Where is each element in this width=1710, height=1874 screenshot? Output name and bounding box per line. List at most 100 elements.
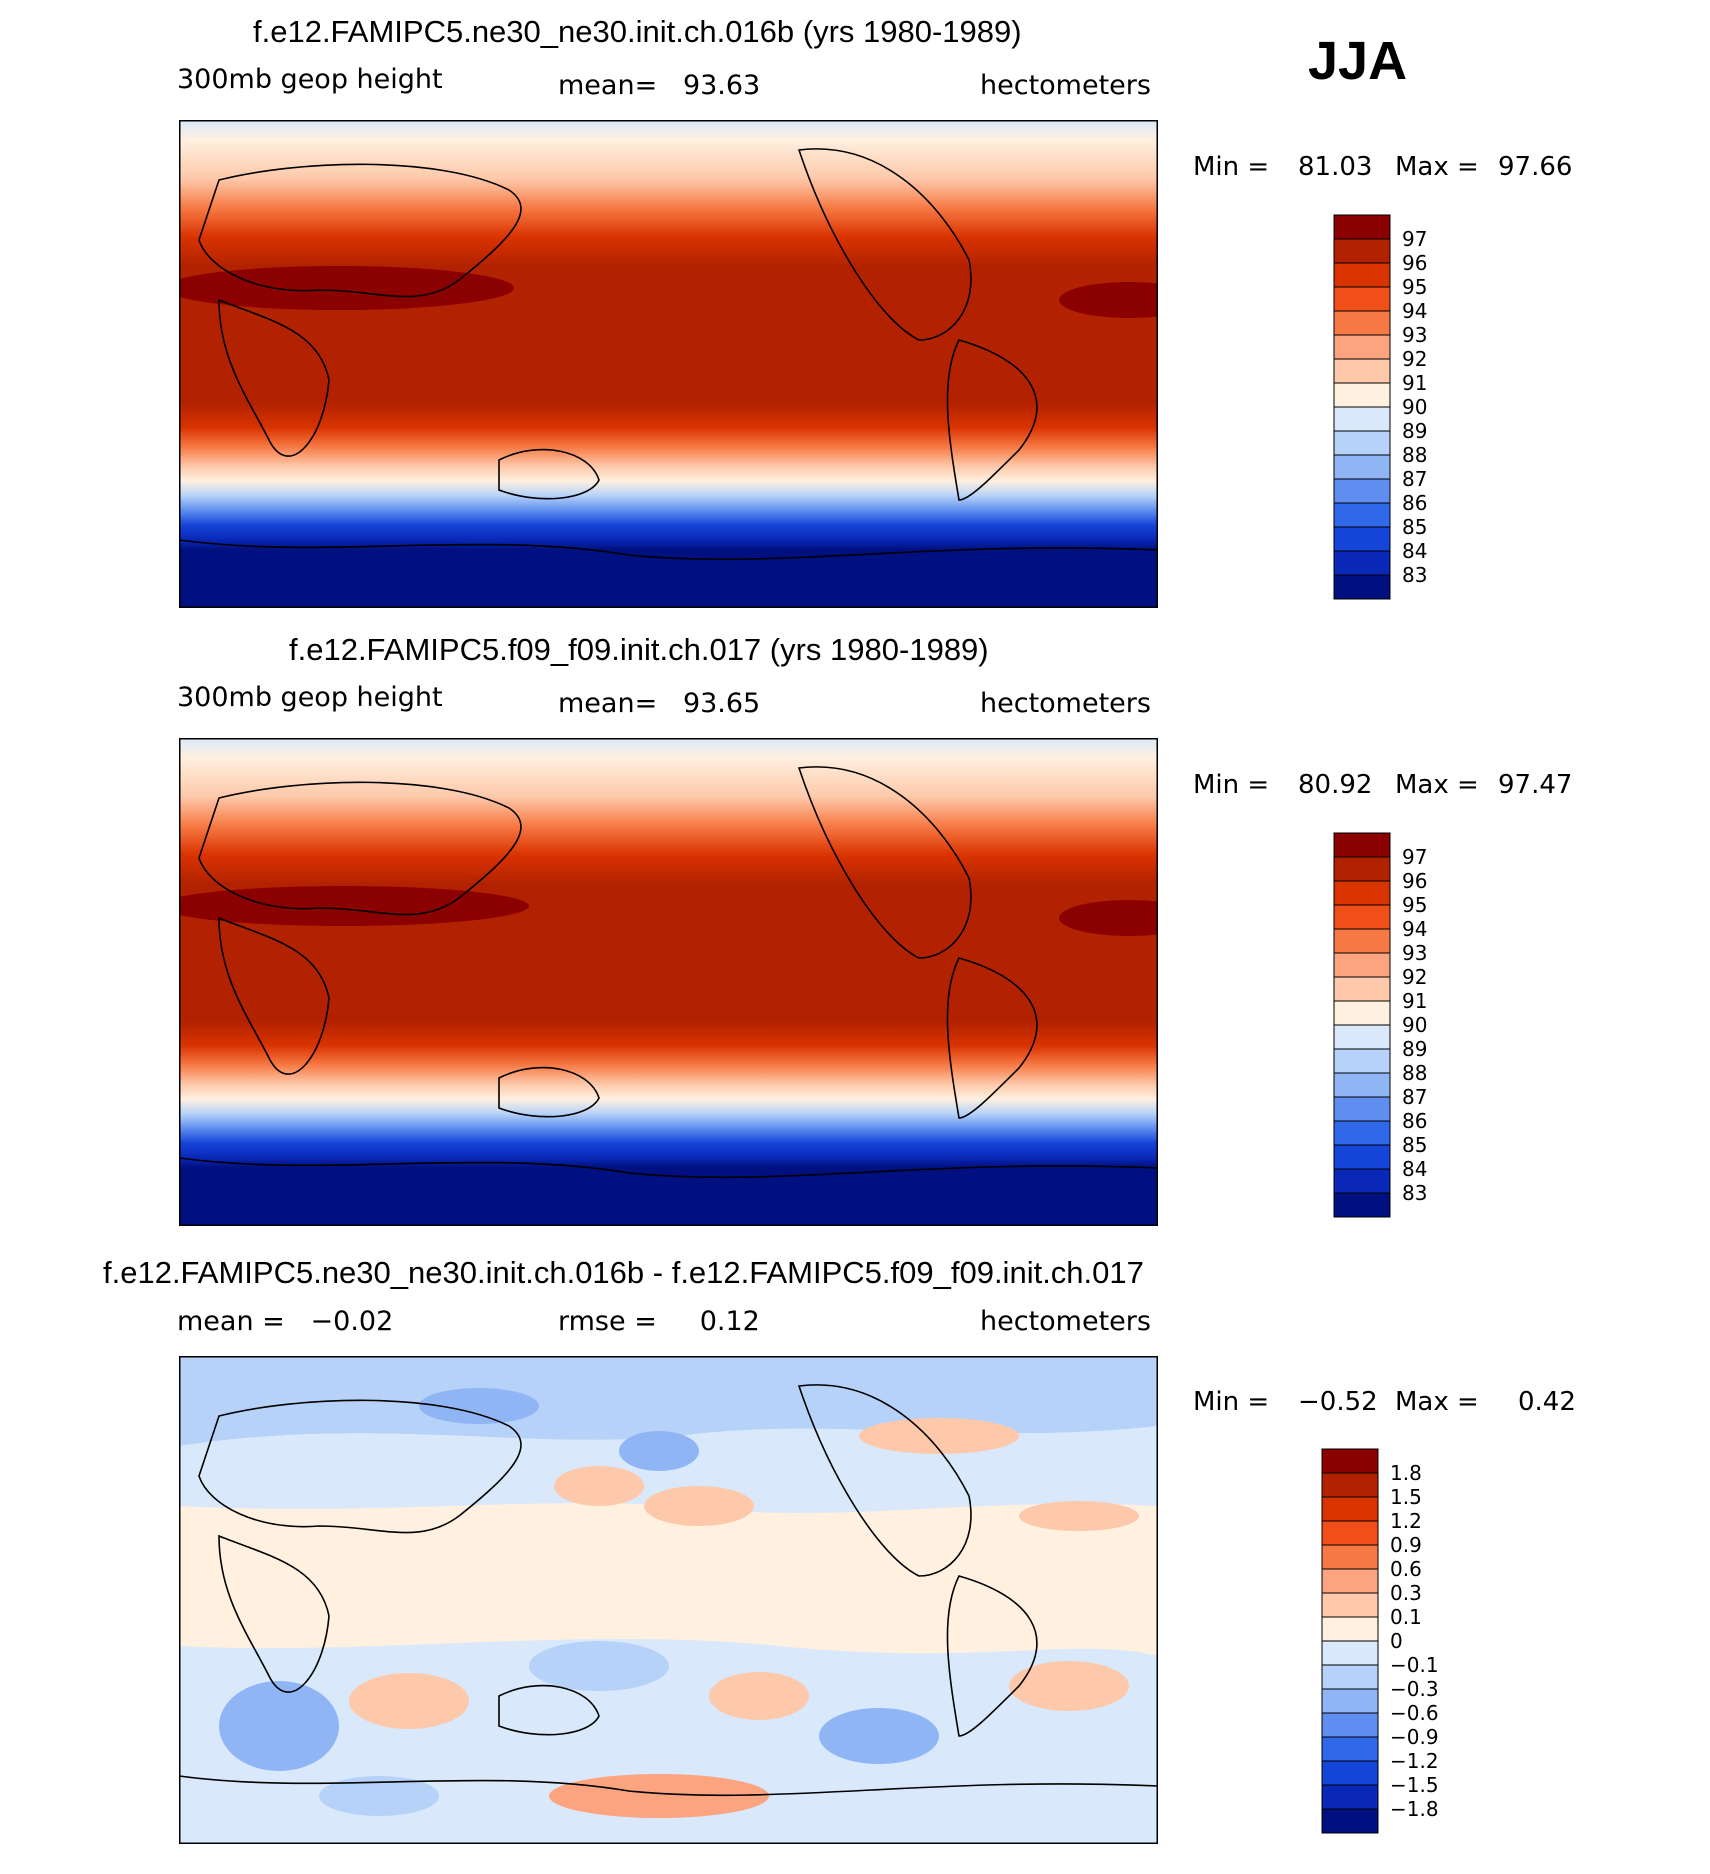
colorbar-tick-label: 0.1: [1390, 1605, 1422, 1629]
colorbar-box: [1321, 1688, 1379, 1714]
colorbar-tick-label: 93: [1402, 941, 1427, 965]
panel-1-variable-label: 300mb geop height: [177, 64, 443, 95]
colorbar-box: [1333, 574, 1391, 600]
colorbar-tick-label: 94: [1402, 299, 1427, 323]
colorbar-tick-label: 93: [1402, 323, 1427, 347]
colorbar-box: [1333, 430, 1391, 456]
colorbar-tick-label: 89: [1402, 419, 1427, 443]
colorbar-box: [1333, 976, 1391, 1002]
colorbar-box: [1333, 1024, 1391, 1050]
colorbar-tick-label: −1.5: [1390, 1773, 1439, 1797]
colorbar-box: [1333, 454, 1391, 480]
panel-2-units-label: hectometers: [980, 688, 1151, 719]
colorbar-tick-label: 0.6: [1390, 1557, 1422, 1581]
colorbar-box: [1321, 1760, 1379, 1786]
panel-2-variable-label: 300mb geop height: [177, 682, 443, 713]
colorbar-tick-label: −1.8: [1390, 1797, 1439, 1821]
colorbar-tick-label: 86: [1402, 1109, 1427, 1133]
colorbar-box: [1333, 928, 1391, 954]
panel-3-coastlines: [179, 1384, 1158, 1797]
panel-1-min-value: 81.03: [1298, 152, 1373, 182]
panel-2-max-value: 97.47: [1498, 770, 1573, 800]
colorbar-box: [1321, 1544, 1379, 1570]
panel-2-min-value: 80.92: [1298, 770, 1373, 800]
colorbar-tick-label: 91: [1402, 371, 1427, 395]
colorbar-box: [1333, 214, 1391, 240]
colorbar-tick-label: 86: [1402, 491, 1427, 515]
panel-1-max-core-west: [179, 266, 514, 310]
panel-1-title: f.e12.FAMIPC5.ne30_ne30.init.ch.016b (yr…: [253, 14, 1022, 49]
season-label: JJA: [1308, 31, 1408, 91]
colorbar-tick-label: 84: [1402, 1157, 1427, 1181]
colorbar-box: [1321, 1616, 1379, 1642]
panel-2-map: [179, 738, 1158, 1226]
colorbar-box: [1321, 1712, 1379, 1738]
colorbar-box: [1321, 1472, 1379, 1498]
colorbar-box: [1333, 526, 1391, 552]
panel-1-map: [179, 120, 1158, 608]
panel-2-max-label: Max =: [1395, 770, 1479, 800]
colorbar-tick-label: 90: [1402, 395, 1427, 419]
colorbar-box: [1321, 1784, 1379, 1810]
colorbar-box: [1321, 1496, 1379, 1522]
colorbar-box: [1333, 334, 1391, 360]
colorbar-box: [1333, 262, 1391, 288]
colorbar-tick-label: 95: [1402, 893, 1427, 917]
colorbar-box: [1321, 1808, 1379, 1834]
panel-1-max-label: Max =: [1395, 152, 1479, 182]
colorbar-box: [1321, 1568, 1379, 1594]
panel-3-colorbar: 1.81.51.20.90.60.30.10−0.1−0.3−0.6−0.9−1…: [1321, 1448, 1439, 1834]
colorbar-box: [1333, 550, 1391, 576]
colorbar-box: [1333, 1072, 1391, 1098]
colorbar-tick-label: 87: [1402, 467, 1427, 491]
panel-3-min-label: Min =: [1193, 1387, 1270, 1417]
colorbar-tick-label: 88: [1402, 1061, 1427, 1085]
colorbar-tick-label: −0.3: [1390, 1677, 1439, 1701]
colorbar-tick-label: 90: [1402, 1013, 1427, 1037]
colorbar-tick-label: 88: [1402, 443, 1427, 467]
panel-2-title: f.e12.FAMIPC5.f09_f09.init.ch.017 (yrs 1…: [289, 632, 989, 667]
colorbar-box: [1321, 1520, 1379, 1546]
colorbar-tick-label: 97: [1402, 845, 1427, 869]
panel-3-min-value: −0.52: [1298, 1387, 1378, 1417]
colorbar-box: [1333, 406, 1391, 432]
panel-1-coastlines: [179, 148, 1158, 561]
colorbar-tick-label: −0.9: [1390, 1725, 1439, 1749]
panel-3-max-value: 0.42: [1518, 1387, 1576, 1417]
panel-1-units-label: hectometers: [980, 70, 1151, 101]
panel-2-min-label: Min =: [1193, 770, 1270, 800]
colorbar-tick-label: 87: [1402, 1085, 1427, 1109]
colorbar-box: [1333, 904, 1391, 930]
colorbar-box: [1333, 358, 1391, 384]
colorbar-tick-label: 0: [1390, 1629, 1403, 1653]
colorbar-box: [1333, 238, 1391, 264]
colorbar-tick-label: 89: [1402, 1037, 1427, 1061]
panel-3-frame: [179, 1356, 1158, 1844]
panel-1-frame: [179, 120, 1158, 608]
colorbar-box: [1333, 502, 1391, 528]
colorbar-tick-label: 0.3: [1390, 1581, 1422, 1605]
panel-1-max-core-east: [1059, 282, 1158, 318]
colorbar-box: [1333, 478, 1391, 504]
colorbar-tick-label: 1.8: [1390, 1461, 1422, 1485]
panel-3-units-label: hectometers: [980, 1306, 1151, 1337]
colorbar-tick-label: 92: [1402, 965, 1427, 989]
panel-2-mean-label: mean= 93.65: [558, 688, 761, 719]
colorbar-tick-label: 95: [1402, 275, 1427, 299]
colorbar-tick-label: 85: [1402, 515, 1427, 539]
colorbar-tick-label: 0.9: [1390, 1533, 1422, 1557]
panel-3-max-label: Max =: [1395, 1387, 1479, 1417]
colorbar-box: [1333, 832, 1391, 858]
panel-1-min-label: Min =: [1193, 152, 1270, 182]
panel-2-frame: [179, 738, 1158, 1226]
panel-2-coastlines: [179, 766, 1158, 1179]
panel-3-title: f.e12.FAMIPC5.ne30_ne30.init.ch.016b - f…: [103, 1255, 1144, 1290]
colorbar-tick-label: 84: [1402, 539, 1427, 563]
colorbar-tick-label: 96: [1402, 251, 1427, 275]
colorbar-box: [1321, 1448, 1379, 1474]
colorbar-box: [1333, 1000, 1391, 1026]
colorbar-tick-label: 1.5: [1390, 1485, 1422, 1509]
colorbar-box: [1333, 286, 1391, 312]
